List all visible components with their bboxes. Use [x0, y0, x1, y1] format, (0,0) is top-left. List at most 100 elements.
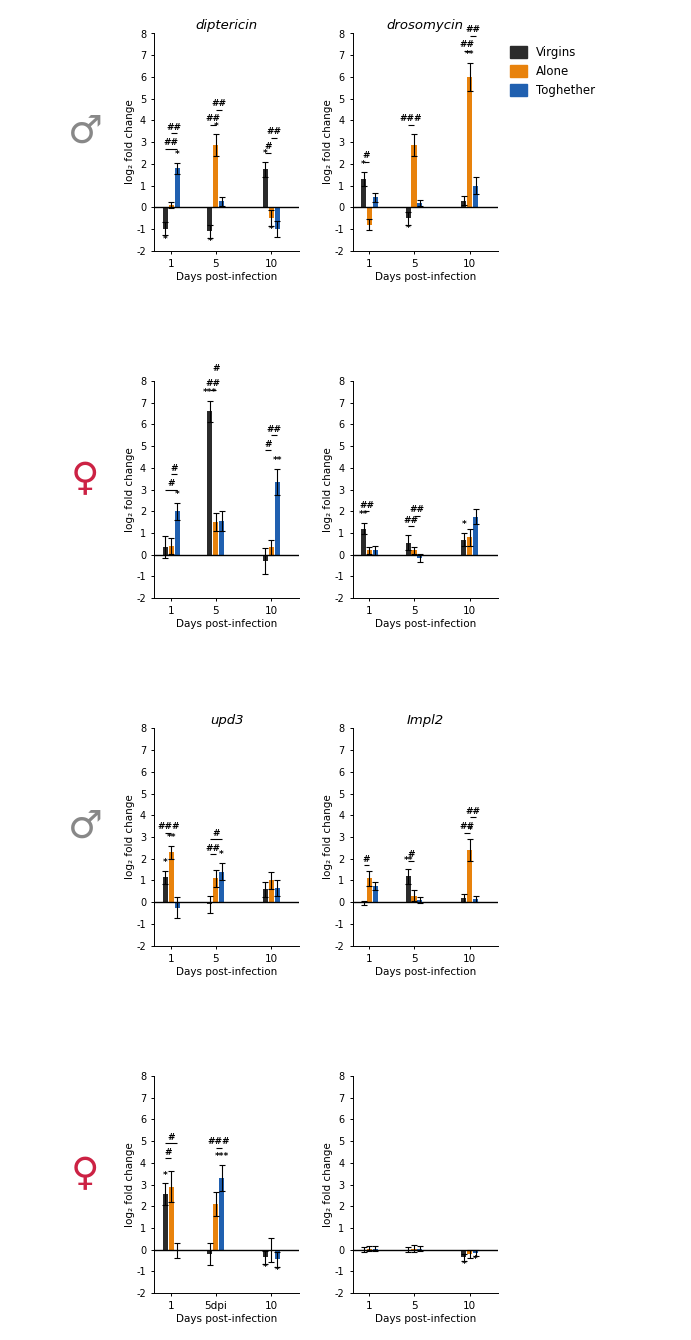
Bar: [275, 888, 280, 902]
Bar: [473, 185, 478, 208]
Y-axis label: log₂ fold change: log₂ fold change: [323, 448, 333, 532]
Bar: [367, 208, 372, 225]
Bar: [417, 900, 422, 902]
Y-axis label: log₂ fold change: log₂ fold change: [125, 99, 135, 185]
Bar: [207, 902, 212, 904]
Bar: [219, 1178, 224, 1250]
Bar: [361, 180, 366, 208]
X-axis label: Days post-infection: Days post-infection: [176, 272, 278, 281]
Bar: [462, 201, 466, 208]
Bar: [207, 208, 212, 230]
Text: #: #: [363, 855, 370, 864]
Text: *: *: [175, 489, 180, 498]
Text: *: *: [263, 149, 268, 158]
X-axis label: Days post-infection: Days post-infection: [375, 619, 476, 630]
Bar: [169, 545, 173, 555]
Bar: [207, 411, 212, 555]
Bar: [275, 482, 280, 555]
Title: Impl2: Impl2: [406, 714, 444, 728]
Text: ###: ###: [400, 114, 422, 123]
Bar: [263, 169, 268, 208]
Bar: [175, 902, 180, 907]
Text: ##: ##: [267, 127, 282, 137]
Text: #: #: [363, 151, 370, 159]
Text: **: **: [404, 856, 413, 864]
Y-axis label: log₂ fold change: log₂ fold change: [323, 1142, 333, 1227]
Bar: [473, 517, 478, 555]
Text: ##: ##: [211, 99, 226, 109]
Text: #: #: [167, 478, 175, 488]
Text: ##: ##: [167, 123, 182, 131]
Text: **: **: [465, 50, 475, 59]
Text: ##: ##: [460, 40, 474, 50]
Bar: [406, 876, 410, 902]
Bar: [367, 878, 372, 902]
Text: *: *: [214, 122, 218, 130]
Bar: [214, 145, 218, 208]
Text: ♀: ♀: [70, 460, 100, 497]
Text: #: #: [265, 142, 272, 151]
Text: #: #: [171, 464, 178, 473]
Text: *: *: [175, 150, 180, 159]
Text: #: #: [167, 1132, 175, 1142]
Bar: [163, 878, 168, 902]
Bar: [473, 1250, 478, 1253]
Bar: [373, 886, 378, 902]
Bar: [163, 208, 168, 229]
Text: **: **: [167, 833, 176, 842]
Text: ♀: ♀: [70, 1155, 100, 1193]
Bar: [214, 523, 218, 555]
Y-axis label: log₂ fold change: log₂ fold change: [125, 448, 135, 532]
Text: *: *: [473, 1256, 478, 1265]
Bar: [467, 76, 472, 208]
Bar: [269, 208, 274, 218]
Text: ###: ###: [207, 1138, 230, 1146]
Bar: [207, 1250, 212, 1254]
X-axis label: Days post-infection: Days post-infection: [375, 1315, 476, 1324]
Text: *: *: [263, 1264, 268, 1272]
Bar: [411, 551, 417, 555]
Bar: [263, 890, 268, 902]
Bar: [361, 529, 366, 555]
Text: ##: ##: [465, 25, 480, 34]
Bar: [263, 1250, 268, 1257]
Bar: [275, 208, 280, 229]
Bar: [169, 852, 173, 902]
Bar: [269, 547, 274, 555]
Text: *: *: [462, 520, 466, 529]
Bar: [467, 850, 472, 902]
Y-axis label: log₂ fold change: log₂ fold change: [125, 1142, 135, 1227]
Text: #: #: [212, 828, 220, 838]
Text: ##: ##: [460, 823, 474, 831]
Text: ##: ##: [164, 138, 179, 147]
Text: ##: ##: [465, 807, 480, 816]
Bar: [219, 872, 224, 902]
Text: ##: ##: [267, 425, 282, 434]
Bar: [406, 543, 410, 555]
X-axis label: Days post-infection: Days post-infection: [176, 966, 278, 977]
Text: **: **: [359, 511, 368, 520]
Text: *: *: [163, 1171, 168, 1179]
Bar: [163, 1194, 168, 1250]
Text: *: *: [269, 225, 274, 234]
Text: *: *: [207, 237, 212, 247]
Bar: [219, 521, 224, 555]
Bar: [214, 1205, 218, 1250]
Text: *: *: [219, 850, 224, 859]
X-axis label: Days post-infection: Days post-infection: [375, 272, 476, 281]
Bar: [462, 1250, 466, 1257]
Bar: [175, 512, 180, 555]
Bar: [417, 555, 422, 557]
Legend: Virgins, Alone, Toghether: Virgins, Alone, Toghether: [511, 46, 596, 96]
Bar: [411, 145, 417, 208]
Text: *: *: [467, 827, 472, 835]
Y-axis label: log₂ fold change: log₂ fold change: [323, 99, 333, 185]
Bar: [473, 899, 478, 902]
Title: upd3: upd3: [210, 714, 244, 728]
Title: diptericin: diptericin: [196, 19, 258, 32]
Bar: [169, 205, 173, 208]
Text: *: *: [163, 234, 168, 244]
Text: ###: ###: [157, 823, 180, 831]
X-axis label: Days post-infection: Days post-infection: [375, 966, 476, 977]
Bar: [411, 895, 417, 902]
